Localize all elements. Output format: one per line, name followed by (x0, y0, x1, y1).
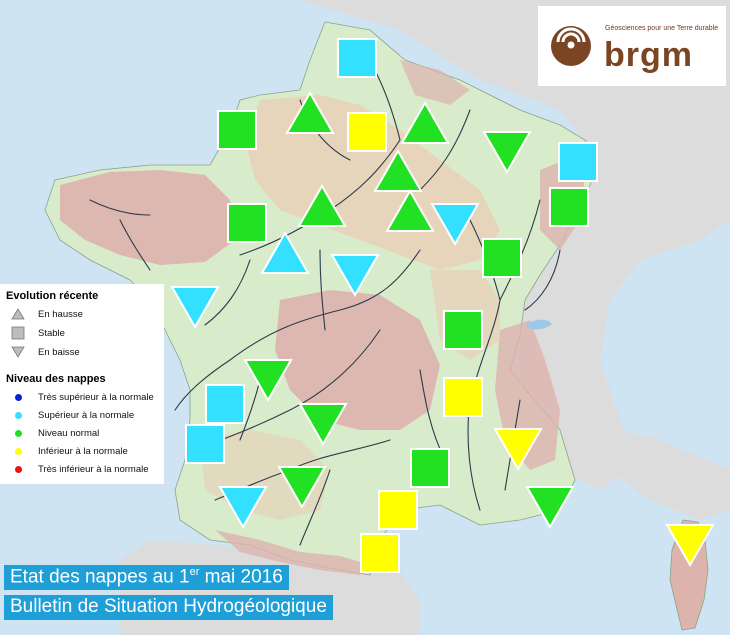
caption-subtitle: Bulletin de Situation Hydrogéologique (4, 595, 333, 620)
marker-down-high[interactable] (170, 286, 220, 330)
marker-down-normal[interactable] (277, 466, 327, 510)
caption-title-date: mai 2016 (199, 566, 283, 588)
marker-down-normal[interactable] (298, 403, 348, 447)
brgm-wordmark: brgm (604, 36, 693, 74)
marker-square-normal[interactable] (482, 238, 522, 278)
legend: Evolution récente En hausse Stable En ba… (0, 284, 164, 484)
marker-square-low[interactable] (360, 533, 400, 573)
legend-item-stable: Stable (6, 325, 65, 341)
marker-square-low[interactable] (347, 112, 387, 152)
marker-square-high[interactable] (337, 38, 377, 78)
marker-square-low[interactable] (443, 377, 483, 417)
dot-icon (14, 429, 22, 437)
square-icon (6, 326, 30, 340)
marker-down-high[interactable] (218, 486, 268, 530)
legend-item-tres-superieur: Très supérieur à la normale (6, 389, 154, 405)
legend-label: Supérieur à la normale (38, 409, 135, 421)
legend-label: Très inférieur à la normale (38, 463, 149, 475)
brgm-tagline: Géosciences pour une Terre durable (605, 25, 719, 32)
marker-up-normal[interactable] (385, 188, 435, 232)
triangle-down-icon (6, 346, 30, 358)
italy-sardinia (610, 430, 730, 520)
brgm-logo: Géosciences pour une Terre durable brgm (538, 6, 726, 86)
marker-up-normal[interactable] (373, 148, 423, 192)
marker-square-normal[interactable] (549, 187, 589, 227)
legend-item-superieur: Supérieur à la normale (6, 407, 134, 423)
marker-down-normal[interactable] (525, 486, 575, 530)
legend-item-normal: Niveau normal (6, 425, 99, 441)
dot-icon (14, 465, 22, 473)
marker-up-normal[interactable] (297, 183, 347, 227)
marker-down-low[interactable] (665, 524, 715, 568)
marker-square-high[interactable] (185, 424, 225, 464)
dot-icon (14, 411, 22, 419)
legend-label: Très supérieur à la normale (38, 391, 154, 403)
zone-brittany (60, 170, 235, 265)
zone-pyrenees (215, 530, 370, 575)
legend-item-en-hausse: En hausse (6, 306, 83, 322)
marker-square-normal[interactable] (227, 203, 267, 243)
marker-square-high[interactable] (205, 384, 245, 424)
zone-ardennes (400, 60, 470, 105)
legend-item-inferieur: Inférieur à la normale (6, 443, 128, 459)
legend-label: Stable (38, 327, 65, 339)
legend-label: En hausse (38, 308, 83, 320)
marker-square-normal[interactable] (410, 448, 450, 488)
legend-label: Niveau normal (38, 427, 100, 439)
brgm-logo-mark (551, 26, 591, 66)
legend-level-title: Niveau des nappes (6, 373, 106, 385)
marker-down-high[interactable] (330, 254, 380, 298)
neighbour-countries (300, 0, 730, 490)
marker-down-normal[interactable] (243, 359, 293, 403)
legend-item-en-baisse: En baisse (6, 344, 80, 360)
marker-up-high[interactable] (260, 230, 310, 274)
zone-tan-north (245, 95, 500, 270)
marker-down-high[interactable] (430, 203, 480, 247)
marker-up-normal[interactable] (285, 90, 335, 134)
marker-square-low[interactable] (378, 490, 418, 530)
caption-title-sup: er (189, 566, 200, 578)
marker-down-low[interactable] (493, 428, 543, 472)
marker-square-normal[interactable] (443, 310, 483, 350)
legend-label: En baisse (38, 346, 80, 358)
legend-item-tres-inferieur: Très inférieur à la normale (6, 461, 149, 477)
dot-icon (14, 447, 22, 455)
triangle-up-icon (6, 308, 30, 320)
legend-evolution-title: Evolution récente (6, 290, 99, 302)
caption-title: Etat des nappes au 1er mai 2016 (4, 565, 289, 591)
marker-down-normal[interactable] (482, 131, 532, 175)
marker-up-normal[interactable] (400, 100, 450, 144)
caption-title-text: Etat des nappes au 1 (10, 566, 190, 588)
marker-square-normal[interactable] (217, 110, 257, 150)
lake-geneva (525, 319, 552, 330)
dot-icon (14, 393, 22, 401)
marker-square-high[interactable] (558, 142, 598, 182)
legend-label: Inférieur à la normale (38, 445, 128, 457)
aquifer-markers (170, 38, 715, 573)
